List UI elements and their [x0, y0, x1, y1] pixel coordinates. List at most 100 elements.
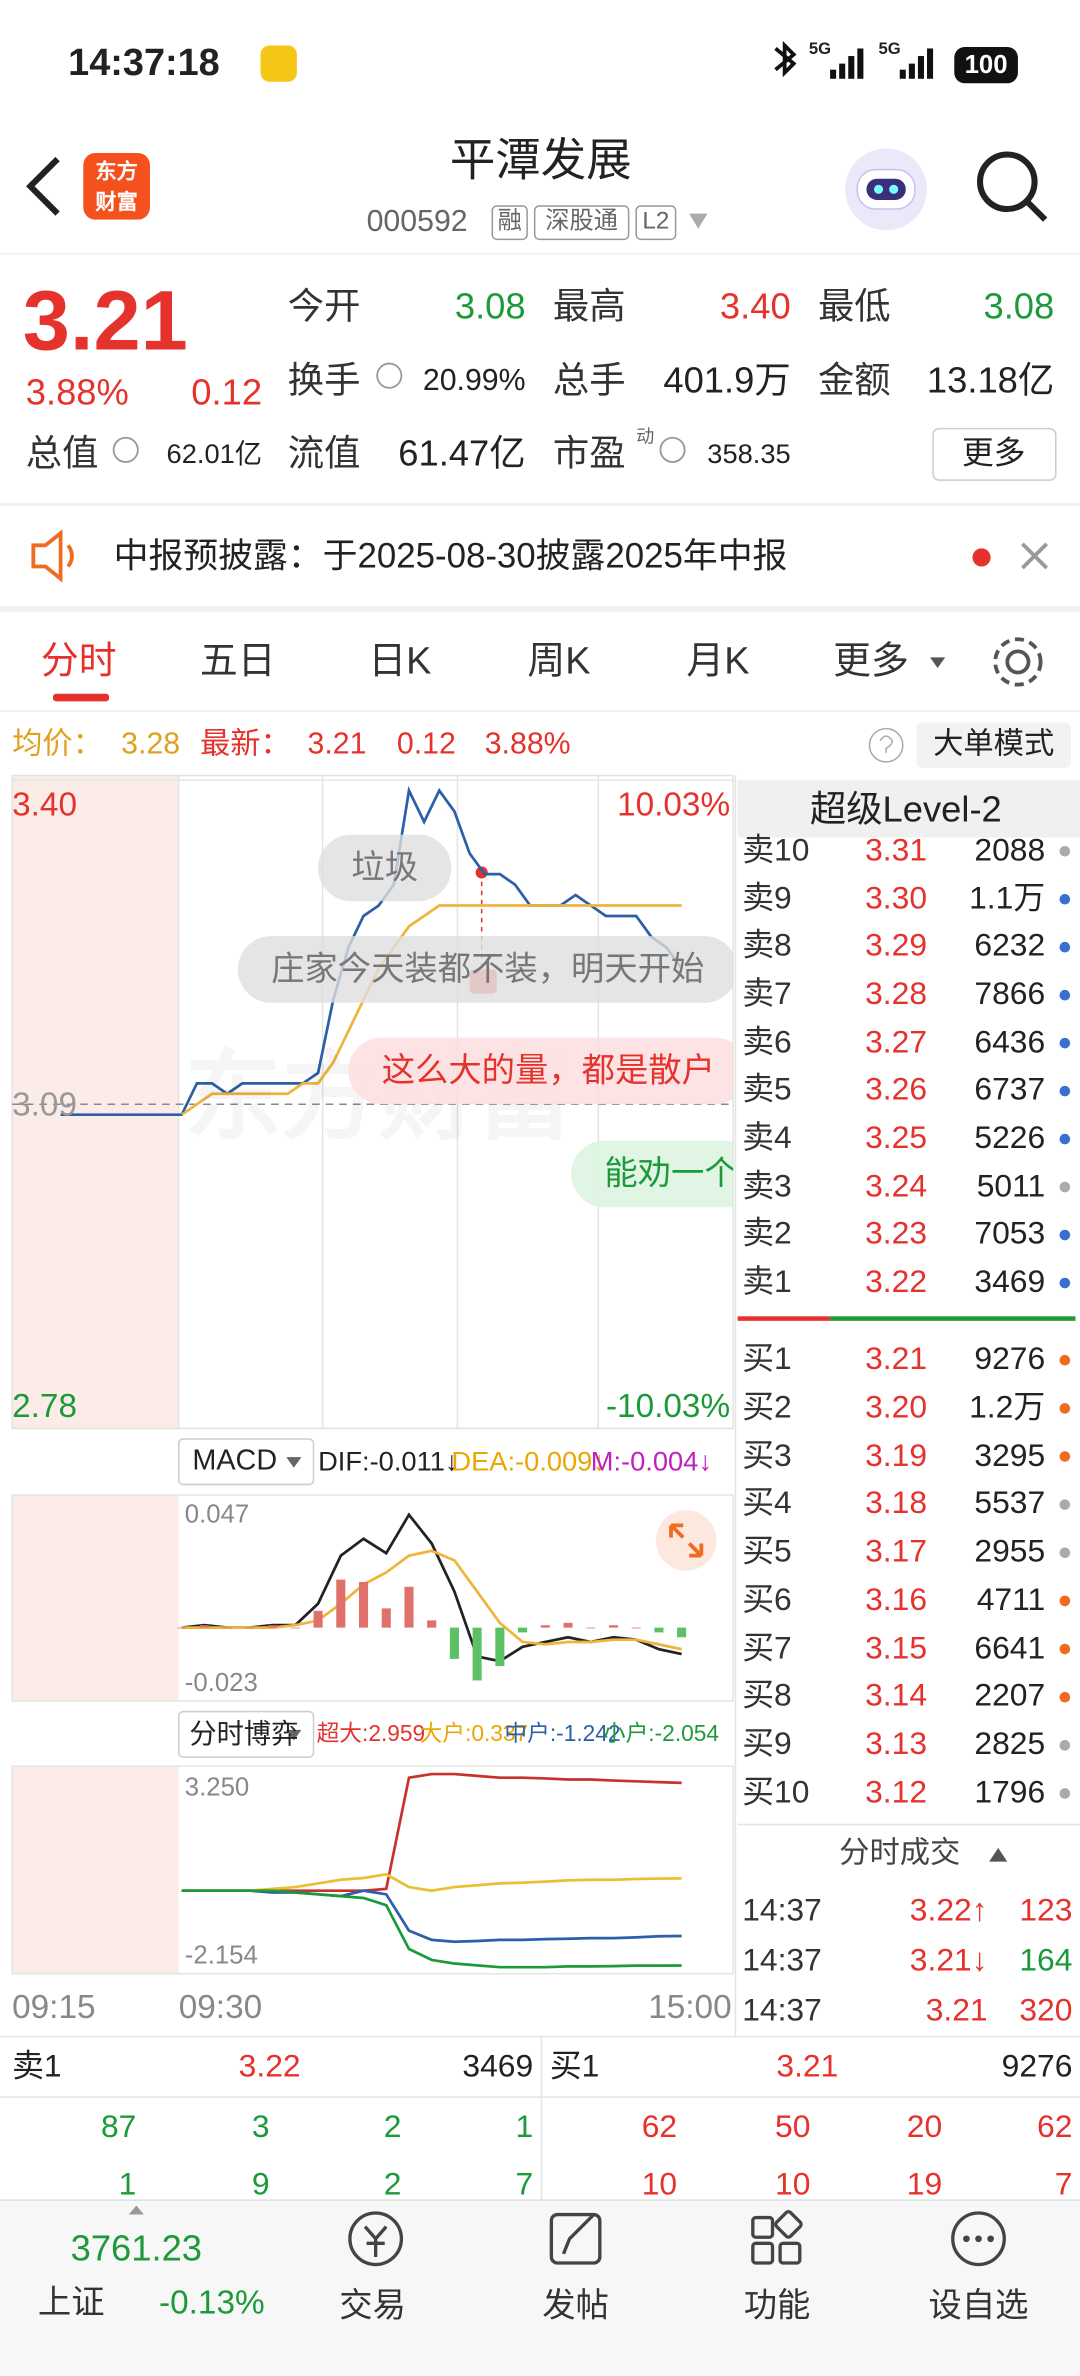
level-volume: 6436 — [974, 1024, 1046, 1060]
level-label: 卖9 — [742, 880, 792, 916]
stat-value: 358.35 — [707, 438, 791, 470]
nav-item[interactable]: 发帖 — [542, 2286, 609, 2325]
bluetooth-icon — [774, 40, 797, 78]
indicator-selector[interactable] — [177, 1438, 315, 1758]
summary-label: 买1 — [549, 2049, 600, 2085]
summary-cell: 62 — [1037, 2109, 1073, 2145]
nav-item[interactable]: 功能 — [743, 2286, 811, 2325]
series-line — [181, 1872, 682, 1893]
summary-volume: 9276 — [1001, 2049, 1073, 2085]
histogram-bar — [313, 1610, 323, 1628]
histogram-bar — [563, 1622, 573, 1628]
divider — [0, 252, 1080, 255]
comment-bubble[interactable]: 庄家今天装都不装，明天开始 — [237, 936, 734, 1003]
more-button[interactable]: 更多 — [961, 436, 1026, 471]
summary-cell: 9 — [251, 2167, 270, 2203]
summary-price: 3.21 — [776, 2049, 839, 2085]
level-label: 卖7 — [742, 976, 792, 1012]
trades-title: 分时成交 — [839, 1836, 961, 1870]
legend-entry: 小户:-2.054 — [602, 1721, 720, 1748]
summary-price: 3.22 — [238, 2049, 301, 2085]
change-amount: 0.12 — [191, 372, 263, 414]
level-label: 卖8 — [742, 928, 792, 964]
search-button[interactable] — [977, 151, 1048, 222]
x-tick-label: 15:00 — [648, 1987, 732, 2026]
stat-label: 最低 — [817, 286, 891, 328]
tab[interactable]: 日K — [368, 640, 432, 683]
info-avg-label: 均价： — [12, 727, 104, 762]
level-volume: 5226 — [974, 1120, 1046, 1156]
trade-volume: 123 — [1019, 1893, 1073, 1929]
comment-layer: 垃圾庄家今天装都不装，明天开始这么大的量，都是散户能劝一个 — [12, 776, 734, 1429]
nav-bar — [0, 2199, 1080, 2376]
index-value[interactable]: 3761.23 — [70, 2228, 203, 2270]
summary-volume: 3469 — [462, 2049, 534, 2085]
nav-item[interactable]: 设自选 — [928, 2286, 1029, 2325]
trade-price: 3.21 — [925, 1993, 988, 2029]
histogram-bar — [654, 1627, 664, 1633]
comment-bubble[interactable]: 能劝一个 — [571, 1140, 734, 1208]
indicator-name[interactable]: MACD — [192, 1445, 278, 1477]
level-price: 3.28 — [865, 976, 928, 1012]
level-volume: 7053 — [974, 1216, 1046, 1252]
level-volume: 2825 — [974, 1727, 1046, 1762]
index-change: -0.13% — [159, 2283, 265, 2322]
close-button[interactable] — [1021, 542, 1049, 570]
stock-tag: 深股通 — [545, 208, 619, 235]
trade-volume: 320 — [1019, 1993, 1073, 2029]
level-label: 卖5 — [742, 1072, 792, 1108]
nav-item[interactable]: 交易 — [339, 2286, 406, 2325]
expand-arrow[interactable] — [128, 2205, 144, 2215]
tab-underline — [53, 693, 110, 702]
level-dot — [1059, 1133, 1071, 1145]
level-dot — [1059, 1643, 1071, 1655]
more-button-frame[interactable] — [932, 427, 1057, 481]
legend-entry: DIF:-0.011↓ — [318, 1446, 459, 1477]
indicator-name[interactable]: 分时博弈 — [189, 1718, 299, 1749]
level-dot — [1059, 941, 1071, 953]
legend-entry: M:-0.004↓ — [590, 1446, 712, 1477]
robot-avatar[interactable] — [845, 148, 928, 231]
logo-text: 财富 — [95, 189, 138, 214]
series-line — [181, 1772, 682, 1893]
legend-entry: 超大:2.959 — [316, 1721, 426, 1748]
level-label: 卖1 — [742, 1264, 792, 1300]
tab[interactable]: 分时 — [40, 640, 117, 683]
stat-label: 金额 — [817, 360, 891, 402]
settings-button[interactable] — [993, 637, 1043, 687]
tab[interactable]: 月K — [686, 640, 750, 683]
trade-time: 14:37 — [742, 1893, 822, 1929]
level-price: 3.18 — [865, 1486, 928, 1522]
tag-boxes — [491, 205, 677, 241]
dropdown-arrow[interactable] — [689, 213, 708, 229]
level-volume: 2955 — [974, 1534, 1046, 1570]
premarket-shade — [12, 775, 179, 1974]
y-tick-label: -2.154 — [184, 1940, 258, 1970]
trade-price: 3.21↓ — [909, 1943, 988, 1979]
comment-bubble[interactable]: 垃圾 — [318, 834, 452, 902]
tab[interactable]: 更多 — [833, 640, 909, 683]
level-volume: 1.2万 — [969, 1390, 1046, 1425]
mode-button-frame[interactable] — [916, 722, 1071, 768]
level-dot — [1059, 1451, 1071, 1462]
mode-button[interactable]: 大单模式 — [933, 727, 1055, 762]
comment-bubble[interactable]: 这么大的量，都是散户 — [348, 1037, 734, 1105]
level-label: 买8 — [742, 1678, 792, 1714]
back-button[interactable] — [26, 156, 60, 216]
level-dot — [1059, 989, 1071, 1001]
expand-button[interactable] — [655, 1510, 717, 1571]
level-price: 3.16 — [865, 1582, 928, 1618]
tab[interactable]: 五日 — [199, 640, 276, 683]
level-volume: 9276 — [974, 1341, 1046, 1377]
help-icon[interactable] — [868, 727, 904, 763]
summary-cell: 87 — [100, 2109, 137, 2145]
divider — [0, 2199, 1080, 2201]
legend-entry: 中户:-1.242 — [504, 1721, 621, 1748]
summary-cell: 7 — [1054, 2167, 1073, 2203]
stat-value: 13.18亿 — [926, 360, 1055, 402]
summary-cell: 2 — [383, 2109, 402, 2145]
tab[interactable]: 周K — [527, 640, 591, 683]
histogram-bar — [358, 1581, 369, 1628]
